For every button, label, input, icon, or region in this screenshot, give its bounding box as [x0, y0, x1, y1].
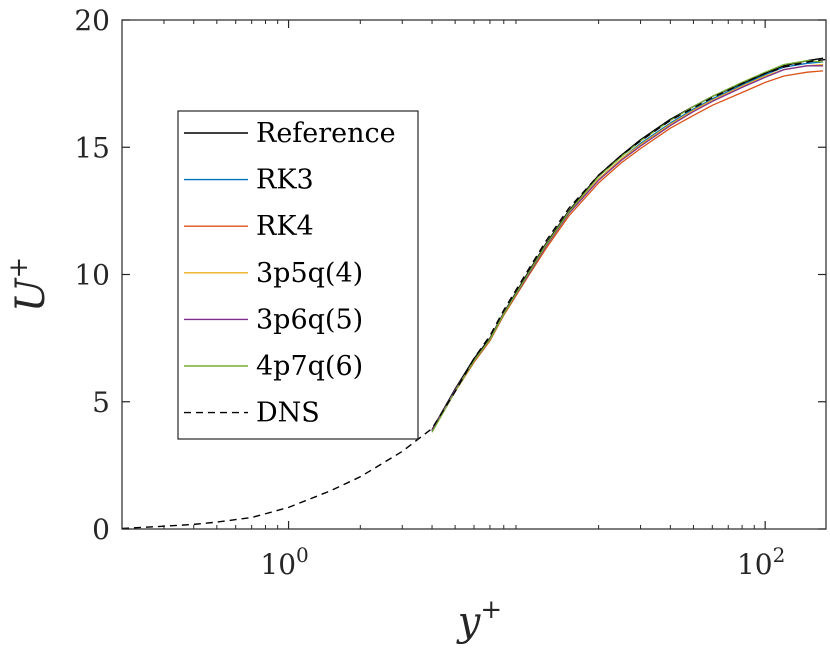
- y-tick-label: 5: [92, 386, 110, 419]
- series-line-3p5q-4: [431, 63, 824, 432]
- series-line-rk4: [431, 70, 824, 432]
- legend: Reference RK3 RK4 3p5q(4) 3p6q(5) 4p7q(6) DNS: [177, 110, 419, 440]
- series-line-4p7q-6: [431, 60, 824, 433]
- legend-label-rk4: RK4: [256, 211, 314, 242]
- y-axis-label: U+: [4, 257, 54, 313]
- x-tick-label: 102: [737, 543, 785, 581]
- axes: 0 5 10 15 20 100 102 y+ U+: [4, 4, 827, 645]
- series-line-3p6q-5: [431, 65, 824, 432]
- legend-label-4p7q-6: 4p7q(6): [256, 351, 363, 382]
- legend-label-3p5q-4: 3p5q(4): [256, 258, 363, 289]
- plot-area: [121, 57, 827, 530]
- y-tick-label: 20: [74, 4, 110, 37]
- series-line-dns: [121, 58, 827, 530]
- legend-label-rk3: RK3: [256, 165, 314, 196]
- series-line-reference: [431, 57, 824, 431]
- y-tick-label: 15: [74, 131, 110, 164]
- legend-box: [177, 110, 419, 440]
- legend-label-3p6q-5: 3p6q(5): [256, 304, 363, 335]
- legend-label-reference: Reference: [256, 118, 396, 149]
- y-tick-label: 10: [74, 259, 110, 292]
- y-tick-label: 0: [92, 513, 110, 546]
- series-line-rk3: [431, 61, 824, 432]
- legend-label-dns: DNS: [256, 398, 320, 429]
- x-tick-label: 100: [260, 543, 308, 581]
- x-axis-label: y+: [456, 595, 502, 645]
